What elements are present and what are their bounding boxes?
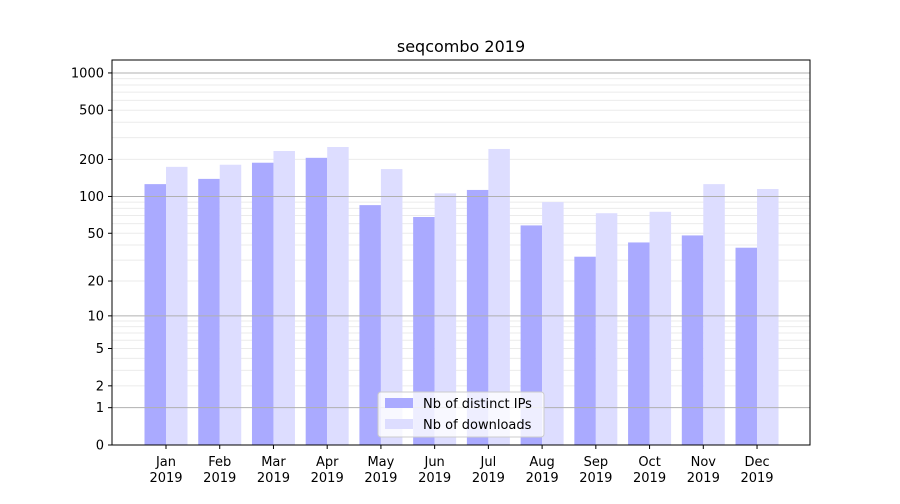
bar-downloads <box>327 147 349 445</box>
x-tick-label: Nov 2019 <box>687 455 720 486</box>
x-tick-label: May 2019 <box>364 455 397 486</box>
bar-downloads <box>757 189 779 445</box>
bar-downloads <box>380 169 403 445</box>
bar-distinct-ips <box>735 247 758 445</box>
y-tick-label: 0 <box>96 439 104 454</box>
bar-distinct-ips <box>466 189 489 445</box>
y-tick-label: 20 <box>87 275 104 290</box>
bar-downloads <box>488 148 510 445</box>
chart-title: seqcombo 2019 <box>397 37 525 56</box>
bar-downloads <box>595 213 618 445</box>
bar-distinct-ips <box>574 256 596 445</box>
y-tick-label: 100 <box>79 190 104 205</box>
bar-distinct-ips <box>359 205 381 445</box>
legend-swatch-ips <box>385 398 413 408</box>
x-tick-label: Oct 2019 <box>633 455 666 486</box>
x-axis: Jan 2019 Feb 2019 Mar 2019 Apr 2019 May 2019 Jun 20… <box>149 445 774 486</box>
bar-downloads <box>649 211 672 445</box>
x-tick-label: Aug 2019 <box>526 455 559 486</box>
y-tick-label: 5 <box>96 342 104 357</box>
legend-label-ips: Nb of distinct IPs <box>423 397 532 412</box>
bar-downloads <box>219 164 242 445</box>
x-tick-label: Feb 2019 <box>203 455 236 486</box>
bar-downloads <box>273 150 295 445</box>
legend-swatch-downloads <box>385 419 413 429</box>
bar-distinct-ips <box>198 178 220 445</box>
bar-distinct-ips <box>681 235 704 445</box>
x-tick-label: Mar 2019 <box>257 455 290 486</box>
bar-distinct-ips <box>520 225 543 445</box>
bars <box>144 147 779 445</box>
y-tick-label: 200 <box>79 153 104 168</box>
bar-downloads <box>542 202 564 445</box>
x-tick-label: Apr 2019 <box>311 455 344 486</box>
legend: Nb of distinct IPs Nb of downloads <box>377 391 545 438</box>
x-tick-label: Jan 2019 <box>149 455 182 486</box>
y-tick-label: 10 <box>87 309 104 324</box>
x-tick-label: Dec 2019 <box>740 455 773 486</box>
y-tick-label: 50 <box>87 227 104 242</box>
bar-distinct-ips <box>413 216 435 445</box>
bar-distinct-ips <box>144 184 166 445</box>
bar-distinct-ips <box>305 157 328 445</box>
y-tick-label: 1000 <box>71 66 104 81</box>
bar-downloads <box>166 166 188 445</box>
bar-distinct-ips <box>628 242 650 445</box>
x-tick-label: Jun 2019 <box>418 455 451 486</box>
y-tick-label: 500 <box>79 104 104 119</box>
plot-frame <box>111 59 811 446</box>
bar-downloads <box>703 184 725 445</box>
legend-label-downloads: Nb of downloads <box>423 418 532 433</box>
bar-distinct-ips <box>251 162 274 445</box>
y-axis: 0 1 2 5 10 20 50 100 200 500 1000 <box>71 66 112 454</box>
bar-downloads <box>434 193 457 445</box>
x-tick-label: Jul 2019 <box>472 455 505 486</box>
x-tick-label: Sep 2019 <box>579 455 612 486</box>
y-tick-label: 2 <box>96 379 104 394</box>
legend-box <box>377 391 545 438</box>
y-tick-label: 1 <box>96 401 104 416</box>
